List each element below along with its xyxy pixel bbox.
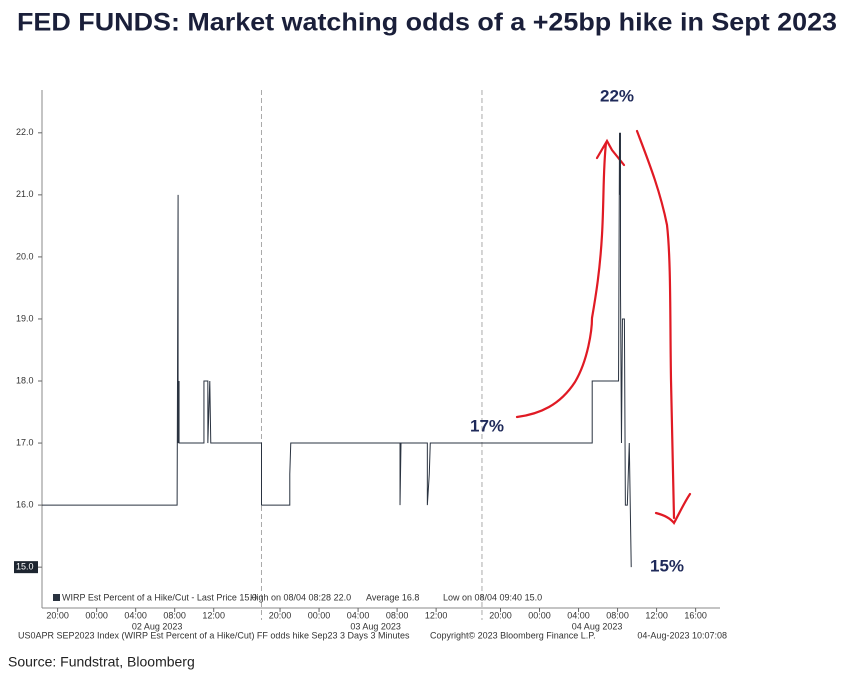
last-price-box [14, 561, 38, 574]
x-tick-label: 08:00 [386, 610, 409, 620]
annotation: 22% [600, 86, 634, 105]
y-tick-label: 21.0 [16, 189, 34, 199]
arrow-down-head [654, 492, 692, 525]
y-tick-label: 18.0 [16, 375, 34, 385]
x-tick-label: 20:00 [46, 610, 69, 620]
chart-title: FED FUNDS: Market watching odds of a +25… [17, 9, 837, 37]
legend-stat: Average 16.8 [366, 592, 419, 602]
x-tick-label: 00:00 [308, 610, 331, 620]
legend-stat: High on 08/04 08:28 22.0 [250, 592, 351, 602]
footer-text: 04-Aug-2023 10:07:08 [637, 630, 727, 640]
x-tick-label: 20:00 [489, 610, 512, 620]
x-tick-label: 16:00 [684, 610, 707, 620]
legend-stat: Low on 08/04 09:40 15.0 [443, 592, 542, 602]
y-tick-label: 17.0 [16, 437, 34, 447]
x-tick-label: 08:00 [163, 610, 186, 620]
arrow-up-head [595, 138, 626, 167]
annotation: 17% [470, 416, 504, 435]
x-tick-label: 04:00 [567, 610, 590, 620]
x-tick-label: 20:00 [269, 610, 292, 620]
footer-text: US0APR SEP2023 Index (WIRP Est Percent o… [18, 630, 410, 640]
legend-swatch [53, 594, 60, 601]
x-tick-label: 12:00 [202, 610, 225, 620]
x-tick-label: 04:00 [347, 610, 370, 620]
x-tick-label: 12:00 [645, 610, 668, 620]
source: Source: Fundstrat, Bloomberg [8, 654, 195, 670]
x-tick-label: 04:00 [124, 610, 147, 620]
y-tick-label: 16.0 [16, 499, 34, 509]
date-label: 02 Aug 2023 [132, 621, 183, 631]
series-line [42, 132, 632, 568]
legend-label: WIRP Est Percent of a Hike/Cut - Last Pr… [62, 592, 257, 602]
x-tick-label: 08:00 [606, 610, 629, 620]
arrow-down [635, 129, 676, 520]
footer-text: Copyright© 2023 Bloomberg Finance L.P. [430, 630, 596, 640]
date-label: 03 Aug 2023 [350, 621, 401, 631]
y-tick-label: 15.0 [16, 562, 34, 572]
x-tick-label: 00:00 [85, 610, 108, 620]
x-tick-label: 00:00 [528, 610, 551, 620]
arrow-up [515, 141, 608, 419]
hand-drawn-arrows [515, 129, 692, 525]
x-tick-label: 12:00 [425, 610, 448, 620]
y-tick-label: 19.0 [16, 313, 34, 323]
annotation: 15% [650, 556, 684, 575]
y-tick-label: 20.0 [16, 251, 34, 261]
date-label: 04 Aug 2023 [572, 621, 623, 631]
y-tick-label: 22.0 [16, 127, 34, 137]
